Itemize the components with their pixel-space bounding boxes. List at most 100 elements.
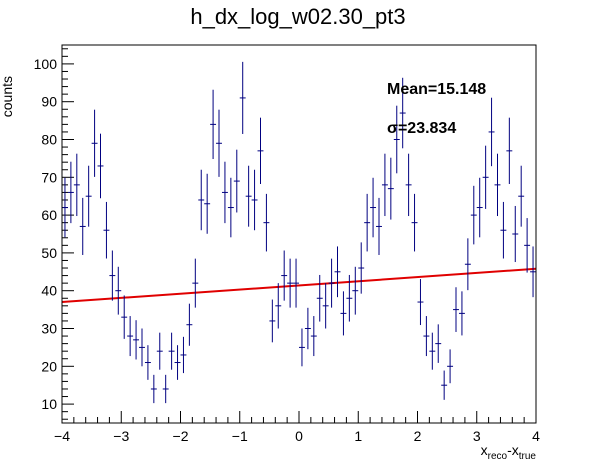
chart-title: h_dx_log_w02.30_pt3 — [190, 4, 405, 29]
x-tick-label: −3 — [113, 428, 129, 444]
data-point — [458, 291, 465, 336]
data-point — [411, 193, 418, 252]
data-point — [524, 218, 531, 273]
data-point — [251, 169, 258, 231]
data-point — [174, 345, 181, 380]
plot-frame — [61, 44, 537, 424]
x-axis-title-mid: -x — [507, 442, 519, 458]
data-point — [85, 165, 92, 227]
data-point — [257, 117, 264, 185]
data-point — [293, 258, 299, 308]
data-point — [441, 370, 448, 400]
data-point — [518, 165, 525, 227]
x-axis-title-sub-true: true — [519, 451, 537, 462]
data-point — [316, 274, 323, 322]
data-points-group — [62, 61, 536, 404]
y-tick-label: 10 — [41, 396, 57, 412]
data-point — [62, 177, 68, 238]
plot-area: 10 20 30 40 50 60 70 80 90 100 −4 −3 −2 −1 0 1 2 3 4 — [34, 44, 540, 444]
data-point — [506, 117, 513, 185]
data-point — [73, 153, 80, 217]
x-tick-label: −4 — [54, 428, 70, 444]
data-point — [109, 250, 116, 301]
data-point — [162, 374, 169, 404]
y-tick-label: 90 — [41, 94, 57, 110]
data-point — [393, 105, 400, 174]
data-point — [133, 320, 140, 360]
y-tick-label: 100 — [34, 56, 58, 72]
data-point — [304, 307, 311, 350]
y-axis-title: counts — [0, 76, 15, 117]
x-axis-title: xreco-xtrue — [481, 442, 537, 462]
data-point — [180, 336, 187, 374]
x-tick-label: 1 — [354, 428, 362, 444]
data-point — [476, 177, 483, 238]
data-point — [470, 185, 477, 245]
data-point — [399, 77, 406, 149]
y-tick-label: 30 — [41, 321, 57, 337]
data-point — [221, 161, 228, 224]
x-tick-label: −2 — [173, 428, 189, 444]
data-point — [328, 258, 335, 308]
data-point — [447, 349, 454, 384]
x-tick-label: 2 — [414, 428, 422, 444]
data-point — [417, 279, 424, 326]
y-tick-label: 70 — [41, 169, 57, 185]
data-point — [488, 97, 495, 167]
data-point — [429, 332, 436, 370]
data-point — [156, 332, 163, 370]
data-point — [299, 328, 305, 367]
stat-sigma: σ=23.834 — [387, 120, 456, 137]
data-point — [530, 246, 536, 298]
y-tick-label: 50 — [41, 245, 57, 261]
x-axis-title-sub-reco: reco — [488, 451, 508, 462]
data-point — [233, 149, 240, 213]
x-tick-label: 0 — [295, 428, 303, 444]
data-point — [150, 374, 157, 404]
data-point — [275, 283, 282, 329]
data-point — [464, 238, 471, 291]
data-point — [245, 165, 252, 227]
data-point — [322, 283, 329, 329]
data-point — [67, 161, 74, 224]
data-point — [340, 291, 347, 336]
y-tick-label: 80 — [41, 132, 57, 148]
data-point — [79, 197, 86, 255]
fit-line — [61, 267, 537, 304]
data-point — [358, 242, 365, 294]
data-point — [239, 61, 246, 134]
y-tick-label: 40 — [41, 283, 57, 299]
data-point — [103, 201, 110, 259]
data-point — [281, 250, 288, 301]
y-tick-label: 20 — [41, 358, 57, 374]
data-point — [352, 266, 359, 315]
data-point — [263, 193, 270, 252]
data-point — [227, 177, 234, 238]
data-point — [216, 109, 222, 177]
data-point — [370, 177, 377, 238]
data-point — [494, 153, 501, 217]
data-point — [144, 345, 151, 380]
data-point — [387, 157, 394, 220]
x-axis-title-main: x — [481, 442, 488, 458]
y-axis-ticks: 10 20 30 40 50 60 70 80 90 100 — [34, 48, 74, 420]
data-point — [364, 193, 371, 252]
data-point — [405, 153, 412, 217]
data-point — [423, 316, 430, 357]
y-tick-label: 60 — [41, 207, 57, 223]
data-point — [204, 173, 211, 234]
data-point — [127, 316, 134, 357]
data-point — [435, 324, 442, 363]
data-point — [500, 201, 507, 259]
data-point — [192, 258, 199, 308]
data-point — [376, 197, 382, 255]
data-point — [346, 274, 353, 322]
x-tick-label: 4 — [532, 428, 540, 444]
data-point — [269, 299, 276, 343]
data-point — [453, 287, 459, 332]
data-point — [287, 258, 294, 308]
x-tick-label: 3 — [473, 428, 481, 444]
data-point — [512, 205, 519, 263]
